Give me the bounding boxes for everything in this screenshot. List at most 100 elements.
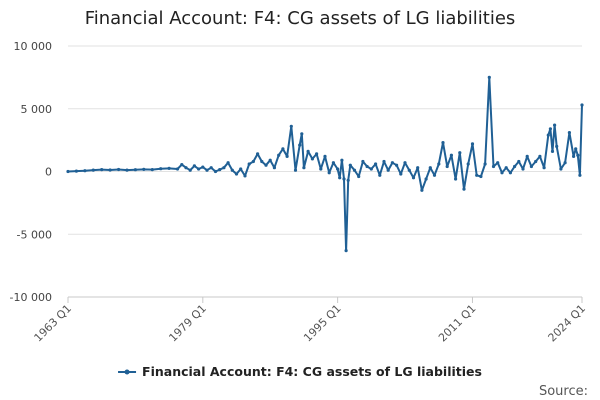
data-point xyxy=(184,166,188,170)
data-point xyxy=(175,167,180,171)
data-point xyxy=(572,154,576,158)
data-point xyxy=(416,166,420,170)
data-point xyxy=(302,166,306,170)
data-point xyxy=(403,161,407,165)
legend[interactable]: Financial Account: F4: CG assets of LG l… xyxy=(118,364,482,379)
data-point xyxy=(479,174,483,179)
data-point xyxy=(458,151,462,155)
data-point xyxy=(188,168,192,172)
data-point xyxy=(487,75,491,79)
data-point xyxy=(449,153,453,157)
data-point xyxy=(218,168,222,172)
data-point xyxy=(563,161,567,165)
data-point xyxy=(192,164,196,168)
legend-marker-icon xyxy=(124,369,130,375)
data-point xyxy=(382,159,386,164)
data-point xyxy=(342,177,346,181)
data-point xyxy=(548,127,553,131)
data-point xyxy=(272,166,276,170)
data-point xyxy=(420,188,424,192)
x-tick-label: 1979 Q1 xyxy=(166,302,209,345)
y-tick-label: 0 xyxy=(45,166,52,179)
data-point xyxy=(167,166,171,170)
data-point xyxy=(243,174,247,178)
data-point xyxy=(407,168,411,172)
plot-area xyxy=(66,75,584,253)
data-point xyxy=(500,171,504,175)
data-point xyxy=(277,153,281,157)
data-point xyxy=(323,154,327,158)
data-point xyxy=(357,174,361,179)
data-point xyxy=(542,166,546,170)
data-point xyxy=(230,168,234,172)
data-point xyxy=(315,152,319,156)
data-point xyxy=(300,132,304,136)
data-point xyxy=(466,162,470,166)
y-tick-label: -10 000 xyxy=(10,291,52,304)
source-label: Source: xyxy=(539,384,588,399)
data-point xyxy=(553,123,557,127)
x-tick-label: 1963 Q1 xyxy=(32,302,75,345)
data-point xyxy=(567,131,572,135)
data-point xyxy=(534,159,538,164)
data-point xyxy=(580,103,584,107)
data-point xyxy=(298,143,302,147)
data-point xyxy=(260,159,264,164)
data-point xyxy=(517,159,521,164)
data-point xyxy=(293,168,298,172)
data-point xyxy=(74,169,78,173)
data-point xyxy=(226,161,230,165)
data-point xyxy=(483,162,487,166)
y-axis: 10 000 5 000 0 -5 000 -10 000 xyxy=(10,40,52,304)
data-point xyxy=(310,157,314,161)
data-point xyxy=(399,172,403,176)
data-point xyxy=(386,168,390,172)
data-point xyxy=(521,167,525,171)
data-point xyxy=(100,168,104,172)
data-point xyxy=(285,154,289,158)
x-axis: 1963 Q1 1979 Q1 1995 Q1 2011 Q1 2024 Q1 xyxy=(32,296,588,345)
data-point xyxy=(213,169,218,174)
data-point xyxy=(159,167,163,171)
data-point xyxy=(251,159,255,164)
data-point xyxy=(268,158,272,162)
data-point xyxy=(374,162,378,166)
data-point xyxy=(390,161,394,165)
data-point xyxy=(525,154,529,158)
gridlines xyxy=(68,45,582,298)
data-point xyxy=(306,149,310,153)
y-tick-label: -5 000 xyxy=(17,228,52,241)
data-point xyxy=(319,167,323,171)
data-point xyxy=(222,166,226,170)
data-point xyxy=(496,161,500,165)
chart-title: Financial Account: F4: CG assets of LG l… xyxy=(85,8,516,29)
data-point xyxy=(247,162,251,166)
data-point xyxy=(437,162,441,166)
data-point xyxy=(424,177,428,181)
data-point xyxy=(348,163,352,167)
data-point xyxy=(327,171,331,175)
x-tick-label: 2011 Q1 xyxy=(436,302,479,345)
data-point xyxy=(365,164,369,169)
data-point xyxy=(340,158,344,162)
data-point xyxy=(331,161,335,165)
data-point xyxy=(378,173,382,177)
data-point xyxy=(66,169,70,174)
data-point xyxy=(529,164,534,169)
data-point xyxy=(256,152,260,156)
data-point xyxy=(559,167,563,171)
data-point xyxy=(361,159,365,164)
data-point xyxy=(205,168,209,172)
data-point xyxy=(432,173,437,177)
data-point xyxy=(462,187,466,191)
data-point xyxy=(576,153,580,157)
data-point xyxy=(91,168,95,172)
x-tick-label: 1995 Q1 xyxy=(301,302,344,345)
data-point xyxy=(289,124,293,128)
data-point xyxy=(108,168,112,172)
data-point xyxy=(369,167,373,171)
data-point xyxy=(142,167,146,171)
data-point xyxy=(150,168,154,172)
data-point xyxy=(117,167,121,172)
data-point xyxy=(83,169,87,173)
